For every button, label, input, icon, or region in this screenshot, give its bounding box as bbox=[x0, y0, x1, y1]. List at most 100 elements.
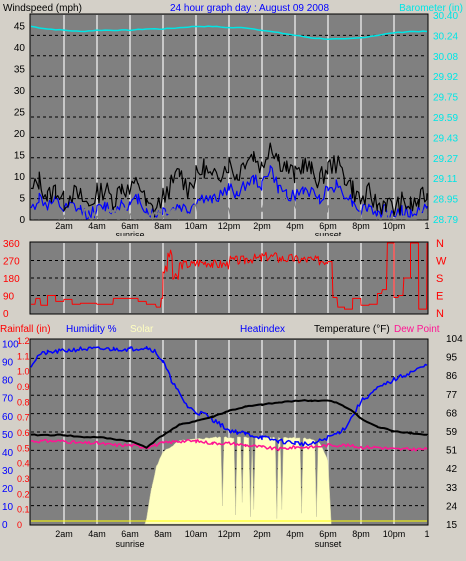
temperature-tick-label: 33 bbox=[446, 483, 458, 494]
barometer-tick-label: 29.43 bbox=[433, 133, 458, 144]
time-tick-label: 1 bbox=[424, 221, 429, 231]
panel3-legend: Rainfall (in) Humidity % Solar Heatindex… bbox=[0, 324, 440, 335]
barometer-tick-label: 30.08 bbox=[433, 52, 458, 63]
barometer-tick-label: 28.79 bbox=[433, 215, 458, 226]
legend-rainfall: Rainfall (in) bbox=[0, 324, 51, 335]
barometer-tick-label: 30.40 bbox=[433, 11, 458, 22]
barometer-ticks: 28.79 28.95 29.11 29.27 29.43 29.59 29.75 29.92… bbox=[433, 11, 458, 226]
direction-degree-label: 360 bbox=[3, 239, 20, 250]
temperature-tick-label: 42 bbox=[446, 464, 458, 475]
temperature-ticks: 15 24 33 42 51 59 68 77 86 95 104 bbox=[446, 334, 463, 531]
direction-degree-label: 0 bbox=[3, 309, 9, 320]
legend-temperature: Temperature (°F) bbox=[314, 324, 390, 335]
panel3-series bbox=[30, 345, 428, 525]
direction-degree-label: 180 bbox=[3, 274, 20, 285]
humidity-tick-label: 20 bbox=[2, 484, 14, 495]
panel3-time-ticks: 2am 4am 6am 8am 10am 12pm 2pm 4pm 6pm 8pm 10pm 1 sun… bbox=[55, 529, 429, 549]
time-tick-label: 10am bbox=[185, 221, 208, 231]
legend-dewpoint: Dew Point bbox=[394, 324, 440, 335]
legend-heatindex: Heatindex bbox=[240, 324, 285, 335]
panel1-series bbox=[30, 25, 428, 220]
solar-area bbox=[144, 436, 332, 525]
humidity-tick-label: 30 bbox=[2, 466, 14, 477]
sunset-label: sunset bbox=[315, 230, 342, 240]
humidity-tick-label: 50 bbox=[2, 430, 14, 441]
wind_gust-line bbox=[30, 142, 428, 218]
barometer-tick-label: 29.27 bbox=[433, 154, 458, 165]
rainfall-tick-label: 1.1 bbox=[17, 351, 30, 361]
rainfall-tick-label: 0.1 bbox=[17, 505, 30, 515]
time-tick-label: 6pm bbox=[319, 529, 337, 539]
legend-humidity: Humidity % bbox=[66, 324, 117, 335]
temperature-tick-label: 104 bbox=[446, 334, 463, 345]
humidity-tick-label: 10 bbox=[2, 502, 14, 513]
rainfall-tick-label: 0.4 bbox=[17, 459, 30, 469]
humidity-tick-label: 70 bbox=[2, 394, 14, 405]
temperature-humidity-panel: Rainfall (in) Humidity % Solar Heatindex… bbox=[0, 324, 466, 556]
rainfall-tick-label: 0.9 bbox=[17, 382, 30, 392]
rainfall-tick-label: 0.8 bbox=[17, 397, 30, 407]
windspeed-tick-label: 45 bbox=[14, 22, 26, 33]
dewpoint-line bbox=[30, 438, 428, 452]
time-tick-label: 8pm bbox=[352, 221, 370, 231]
time-tick-label: 6pm bbox=[319, 221, 337, 231]
rainfall-tick-label: 0.3 bbox=[17, 474, 30, 484]
rainfall-ticks: 0 0.1 0.2 0.3 0.4 0.5 0.6 0.7 0.8 0.9 1.0 1.1 1.2 bbox=[17, 336, 30, 530]
panel1-grid bbox=[31, 15, 427, 219]
windspeed-ticks: 0 5 10 15 20 25 30 35 40 45 bbox=[14, 22, 26, 226]
sunrise-label: sunrise bbox=[115, 539, 144, 549]
time-tick-label: 4pm bbox=[286, 221, 304, 231]
humidity-tick-label: 90 bbox=[2, 358, 14, 369]
barometer-tick-label: 28.95 bbox=[433, 195, 458, 206]
panel2-series bbox=[31, 242, 428, 310]
direction-compass-label: S bbox=[436, 273, 443, 285]
temperature-tick-label: 77 bbox=[446, 390, 458, 401]
humidity-line bbox=[30, 345, 428, 447]
rainfall-tick-label: 0.6 bbox=[17, 428, 30, 438]
rainfall-tick-label: 0.2 bbox=[17, 489, 30, 499]
barometer-tick-label: 29.75 bbox=[433, 93, 458, 104]
time-tick-label: 4pm bbox=[286, 529, 304, 539]
windspeed-tick-label: 15 bbox=[14, 151, 26, 162]
direction-compass-label: N bbox=[436, 238, 444, 250]
wind_low-line bbox=[30, 196, 428, 220]
direction-degree-label: 270 bbox=[3, 257, 20, 268]
time-tick-label: 4am bbox=[88, 529, 106, 539]
windspeed-axis-title: Windspeed (mph) bbox=[3, 3, 82, 14]
time-tick-label: 6am bbox=[121, 221, 139, 231]
time-tick-label: 10pm bbox=[383, 529, 406, 539]
humidity-tick-label: 60 bbox=[2, 412, 14, 423]
barometer-tick-label: 30.24 bbox=[433, 31, 458, 42]
direction-degree-ticks: 360 270 180 90 0 bbox=[3, 239, 20, 320]
rainfall-tick-label: 1.0 bbox=[17, 367, 30, 377]
rainfall-tick-label: 0.5 bbox=[17, 443, 30, 453]
windspeed-tick-label: 5 bbox=[19, 194, 25, 205]
direction-compass-label: N bbox=[436, 308, 444, 320]
time-tick-label: 2pm bbox=[253, 221, 271, 231]
barometer-line bbox=[30, 25, 428, 40]
sunset-label: sunset bbox=[315, 539, 342, 549]
direction-compass-label: E bbox=[436, 291, 443, 303]
temperature-tick-label: 68 bbox=[446, 408, 458, 419]
temperature-tick-label: 24 bbox=[446, 501, 458, 512]
rainfall-tick-label: 0 bbox=[17, 520, 22, 530]
barometer-tick-label: 29.11 bbox=[433, 174, 458, 185]
rainfall-tick-label: 1.2 bbox=[17, 336, 30, 346]
time-tick-label: 10pm bbox=[383, 221, 406, 231]
windspeed-tick-label: 25 bbox=[14, 108, 26, 119]
time-tick-label: 10am bbox=[185, 529, 208, 539]
time-tick-label: 8am bbox=[154, 221, 172, 231]
sunrise-label: sunrise bbox=[115, 230, 144, 240]
humidity-tick-label: 100 bbox=[2, 340, 19, 351]
direction-degree-label: 90 bbox=[3, 292, 15, 303]
temperature-tick-label: 95 bbox=[446, 353, 458, 364]
time-tick-label: 4am bbox=[88, 221, 106, 231]
windspeed-tick-label: 40 bbox=[14, 43, 26, 54]
direction-compass-label: W bbox=[436, 256, 447, 268]
temperature-tick-label: 59 bbox=[446, 427, 458, 438]
time-tick-label: 8am bbox=[154, 529, 172, 539]
windspeed-tick-label: 10 bbox=[14, 172, 26, 183]
